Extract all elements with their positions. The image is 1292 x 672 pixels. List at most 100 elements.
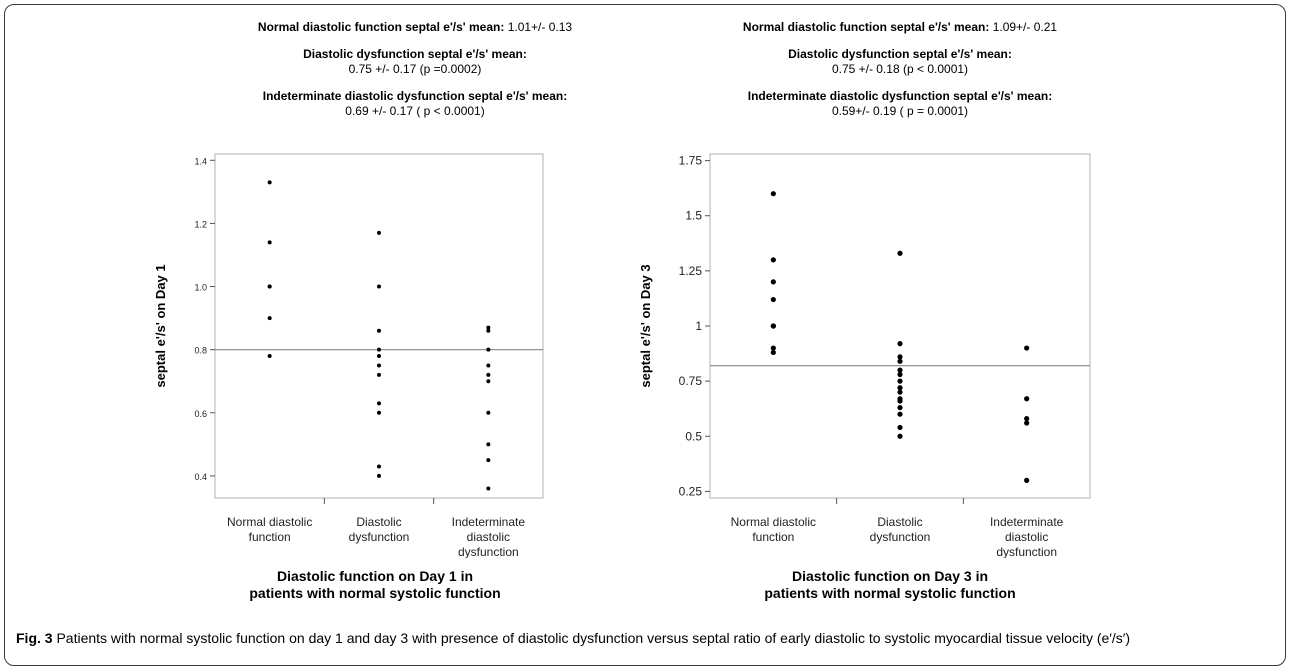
data-point [897, 341, 903, 347]
plot-frame [214, 153, 544, 499]
x-category-label: Indeterminate diastolic dysfunction [990, 515, 1064, 558]
x-category-label-line: diastolic [1005, 530, 1048, 544]
data-point [377, 473, 381, 478]
x-axis-title: Diastolic function on Day 1 in patients … [195, 568, 555, 602]
data-point [486, 325, 491, 330]
x-axis-title-line1: Diastolic function on Day 3 in [791, 568, 989, 584]
data-point [897, 385, 903, 391]
data-point [377, 410, 381, 415]
x-category-label: Normal diastolic function [731, 515, 816, 544]
stat-value: 0.75 +/- 0.18 (p < 0.0001) [831, 62, 969, 76]
x-category-label-line: Diastolic [356, 515, 401, 529]
stat-label: Indeterminate diastolic dysfunction sept… [262, 89, 568, 103]
data-point [267, 180, 272, 185]
stat-label: Diastolic dysfunction septal e'/s' mean: [303, 47, 527, 61]
y-tick-label: 1 [695, 319, 702, 333]
data-point [1024, 416, 1030, 422]
data-point [770, 279, 776, 285]
stat-indeterminate: Indeterminate diastolic dysfunction sept… [135, 89, 695, 119]
y-tick-label: 1.2 [194, 219, 207, 229]
stat-value: 1.01+/- 0.13 [507, 20, 573, 34]
y-axis-label: septal e'/s' on Day 1 [153, 264, 168, 387]
x-category-label: Indeterminate diastolic dysfunction [452, 515, 526, 558]
x-category-label-line: dysfunction [996, 545, 1057, 558]
x-category-label: Normal diastolic function [227, 515, 312, 544]
data-point [770, 345, 776, 351]
data-point [770, 323, 776, 329]
x-category-label: Diastolic dysfunction [349, 515, 410, 544]
x-category-label-line: function [249, 530, 291, 544]
figure-frame [4, 4, 1286, 666]
scatter-chart-day1: 0.4 0.6 0.8 1.0 1.2 1.4 Normal diastolic functi… [153, 153, 544, 558]
x-category-label-line: diastolic [467, 530, 510, 544]
x-category-label-line: function [752, 530, 794, 544]
data-point [770, 191, 776, 197]
x-axis-title: Diastolic function on Day 3 in patients … [710, 568, 1070, 602]
data-point [486, 363, 491, 368]
data-point [486, 372, 491, 377]
data-point [486, 379, 491, 384]
data-point [1024, 396, 1030, 402]
data-point [377, 284, 381, 289]
y-axis-label: septal e'/s' on Day 3 [638, 264, 653, 387]
data-point [897, 371, 903, 378]
data-point [1024, 420, 1030, 426]
data-point [267, 316, 272, 321]
x-axis-title-line2: patients with normal systolic function [249, 585, 501, 601]
data-point [377, 230, 381, 235]
panel-day1: Normal diastolic function septal e'/s' m… [135, 20, 695, 601]
data-point [267, 240, 272, 245]
data-point [486, 328, 491, 333]
y-tick-label: 0.6 [194, 409, 207, 419]
stat-value: 0.75 +/- 0.17 (p =0.0002) [348, 62, 482, 76]
data-point [897, 389, 903, 395]
y-tick-label: 0.5 [685, 429, 702, 443]
data-point [770, 257, 776, 263]
caption-text: Patients with normal systolic function o… [56, 630, 1131, 646]
data-point [897, 367, 903, 373]
x-category-label-line: Normal diastolic [227, 515, 312, 529]
stat-dysfunction: Diastolic dysfunction septal e'/s' mean:… [620, 47, 1180, 77]
y-tick-label: 1.5 [685, 209, 702, 223]
caption-label: Fig. 3 [16, 630, 53, 646]
data-point [377, 347, 381, 352]
data-point [897, 250, 903, 256]
y-tick-label: 1.25 [679, 264, 703, 278]
data-point [486, 486, 491, 491]
stat-value: 0.59+/- 0.19 ( p = 0.0001) [831, 104, 969, 118]
y-tick-label: 1.4 [194, 156, 207, 166]
x-category-label-line: dysfunction [349, 530, 410, 544]
data-point [377, 372, 381, 377]
data-point [267, 284, 272, 289]
data-point [897, 354, 903, 360]
panel-day3: Normal diastolic function septal e'/s' m… [620, 20, 1180, 601]
data-point [897, 424, 903, 431]
y-tick-label: 0.4 [194, 472, 207, 482]
x-axis-title-line1: Diastolic function on Day 1 in [276, 568, 474, 584]
x-axis-title-line2: patients with normal systolic function [764, 585, 1016, 601]
y-tick-label: 1.75 [679, 154, 703, 168]
data-point [897, 433, 903, 439]
data-point [897, 411, 903, 417]
data-point [897, 358, 903, 364]
figure-caption: Fig. 3 Patients with normal systolic fun… [16, 628, 1266, 648]
x-category-label-line: dysfunction [458, 545, 519, 558]
stat-dysfunction: Diastolic dysfunction septal e'/s' mean:… [135, 47, 695, 77]
data-point [897, 398, 903, 404]
y-tick-label: 1.0 [194, 283, 207, 293]
stat-normal: Normal diastolic function septal e'/s' m… [620, 20, 1180, 35]
stat-label: Normal diastolic function septal e'/s' m… [257, 20, 505, 34]
data-point [1024, 477, 1030, 483]
data-point [486, 442, 491, 447]
y-tick-label: 0.8 [194, 346, 207, 356]
data-point [770, 296, 776, 303]
stat-label: Indeterminate diastolic dysfunction sept… [747, 89, 1053, 103]
data-point [486, 410, 491, 415]
x-category-label-line: Indeterminate [990, 515, 1064, 529]
data-point [897, 378, 903, 384]
data-point [1024, 345, 1030, 351]
x-category-label-line: dysfunction [870, 530, 931, 544]
data-point [486, 458, 491, 463]
data-point [486, 347, 491, 352]
data-point [267, 353, 272, 358]
